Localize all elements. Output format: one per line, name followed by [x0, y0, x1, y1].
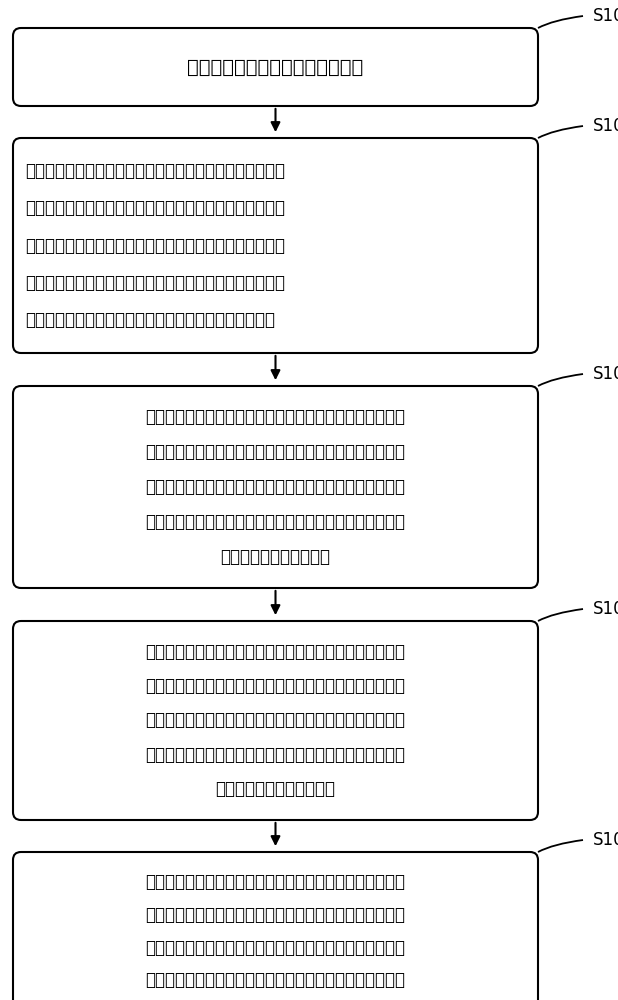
FancyBboxPatch shape — [13, 138, 538, 353]
Text: 少一条对应的目标区域子路径，其中每条所述跨域路径对应: 少一条对应的目标区域子路径，其中每条所述跨域路径对应 — [145, 938, 405, 956]
Text: S102: S102 — [593, 117, 618, 135]
Text: 域路径，在所述初始区域中分别为每条所述跨域路径确定至: 域路径，在所述初始区域中分别为每条所述跨域路径确定至 — [145, 677, 405, 695]
Text: 的所述初始区域子路径为以所述初始位置为起点，以所述跨: 的所述初始区域子路径为以所述初始位置为起点，以所述跨 — [145, 746, 405, 764]
Text: 区域拓扑地图为包括连接不同区域的任意两个所述区域转接: 区域拓扑地图为包括连接不同区域的任意两个所述区域转接 — [145, 513, 405, 531]
FancyBboxPatch shape — [13, 852, 538, 1000]
Text: 的所述目标区域子路径为以所述跨域路径的终点为起点，以: 的所述目标区域子路径为以所述跨域路径的终点为起点，以 — [145, 971, 405, 989]
FancyBboxPatch shape — [13, 28, 538, 106]
FancyBboxPatch shape — [13, 386, 538, 588]
Text: 少一条对应的初始区域子路径，其中每条所述跨域路径对应: 少一条对应的初始区域子路径，其中每条所述跨域路径对应 — [145, 712, 405, 730]
Text: 若所述初始位置与所述目标位置位于不同区域，则获取位于: 若所述初始位置与所述目标位置位于不同区域，则获取位于 — [25, 162, 285, 180]
Text: S104: S104 — [593, 600, 618, 618]
Text: 始区域的区域转接点，所述区域转接点为在区域拓扑地图中: 始区域的区域转接点，所述区域转接点为在区域拓扑地图中 — [25, 274, 285, 292]
Text: S101: S101 — [593, 7, 618, 25]
Text: 域路径的起点为终点的路径: 域路径的起点为终点的路径 — [216, 780, 336, 798]
Text: 域路径，在所述目标区域中分别为每条所述跨域路径确定至: 域路径，在所述目标区域中分别为每条所述跨域路径确定至 — [145, 906, 405, 924]
Text: 根据所述初始区域的区域拓扑地图、所述初始位置及所述跨: 根据所述初始区域的区域拓扑地图、所述初始位置及所述跨 — [145, 643, 405, 661]
Text: S105: S105 — [593, 831, 618, 849]
Text: 初始区域的初始区域转接点的信息；其中所述初始区域为所: 初始区域的初始区域转接点的信息；其中所述初始区域为所 — [25, 199, 285, 217]
Text: 根据所述初始区域转接点的信息及预存的跨区域拓扑地图，: 根据所述初始区域转接点的信息及预存的跨区域拓扑地图， — [145, 408, 405, 426]
Text: 根据所述目标区域的区域拓扑地图、所述目标位置及所述跨: 根据所述目标区域的区域拓扑地图、所述目标位置及所述跨 — [145, 873, 405, 891]
Text: 获取机器人的初始位置及目标位置: 获取机器人的初始位置及目标位置 — [187, 57, 363, 77]
Text: 点的节点和边的拓扑地图: 点的节点和边的拓扑地图 — [221, 548, 331, 566]
FancyBboxPatch shape — [13, 621, 538, 820]
Text: 径，其中所述目标区域为所述目标位置所在的区域；所述跨: 径，其中所述目标区域为所述目标位置所在的区域；所述跨 — [145, 478, 405, 496]
Text: 确定从所述初始区域转接点到达目标区域的至少一条跨域路: 确定从所述初始区域转接点到达目标区域的至少一条跨域路 — [145, 443, 405, 461]
Text: 述初始位置所在的区域，所述初始区域转接点为位于所述初: 述初始位置所在的区域，所述初始区域转接点为位于所述初 — [25, 236, 285, 254]
Text: S103: S103 — [593, 365, 618, 383]
Text: 位于区域边界、与所述区域相邻的其它区域相连通的节点: 位于区域边界、与所述区域相邻的其它区域相连通的节点 — [25, 311, 275, 329]
